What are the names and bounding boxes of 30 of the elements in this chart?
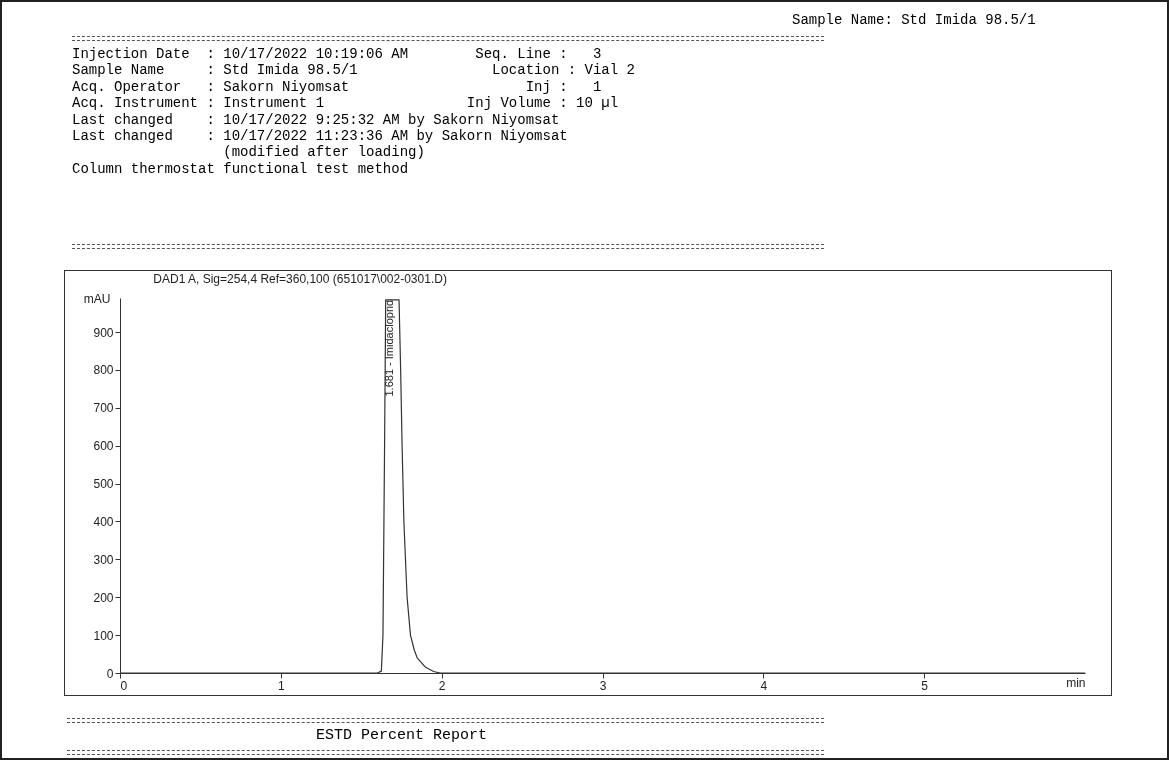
text: Sample Name: Std Imida 98.5/1 xyxy=(792,12,1036,28)
text: Last changed : 10/17/2022 9:25:32 AM by Sakorn Niyomsat xyxy=(72,111,560,128)
x-tick-label: 2 xyxy=(438,678,446,693)
annotation: 1.681 - Imidacloprid xyxy=(383,299,396,397)
y-axis-title: mAU xyxy=(83,291,111,306)
y-tick-label: 200 xyxy=(93,590,114,605)
y-tick-label: 100 xyxy=(93,628,114,643)
text: Injection Date : 10/17/2022 10:19:06 AM Seq. Line : 3 xyxy=(72,46,602,62)
chart-title: DAD1 A, Sig=254,4 Ref=360,100 (651017\002-0301.D) xyxy=(153,272,447,286)
y-tick-label: 300 xyxy=(93,552,114,567)
y-tick-label: 900 xyxy=(93,325,114,340)
text: Acq. Operator : Sakorn Niyomsat Inj : 1 xyxy=(72,78,602,95)
y-tick-label: 800 xyxy=(93,363,114,378)
x-tick-label: 1 xyxy=(277,678,285,693)
text: (modified after loading) xyxy=(223,144,425,161)
y-tick-label: 700 xyxy=(93,401,114,416)
y-tick-label: 600 xyxy=(93,439,114,454)
text: Column thermostat functional test method xyxy=(72,160,409,177)
text: ESTD Percent Report xyxy=(316,727,488,744)
y-tick-label: 500 xyxy=(93,477,114,492)
x-tick-label: 3 xyxy=(599,678,607,693)
y-tick-label: 400 xyxy=(93,514,114,529)
text: Last changed : 10/17/2022 11:23:36 AM by Sakorn Niyomsat xyxy=(72,128,568,145)
text: Sample Name : Std Imida 98.5/1 Location : Vial 2 xyxy=(72,62,635,79)
text: Acq. Instrument : Instrument 1 Inj Volume : 10 µl xyxy=(72,95,619,112)
x-tick-label: 4 xyxy=(760,678,768,693)
x-tick-label: 5 xyxy=(921,678,929,693)
y-tick-label: 0 xyxy=(106,666,114,681)
x-axis-title: min xyxy=(1066,675,1086,690)
x-tick-label: 0 xyxy=(120,678,128,693)
